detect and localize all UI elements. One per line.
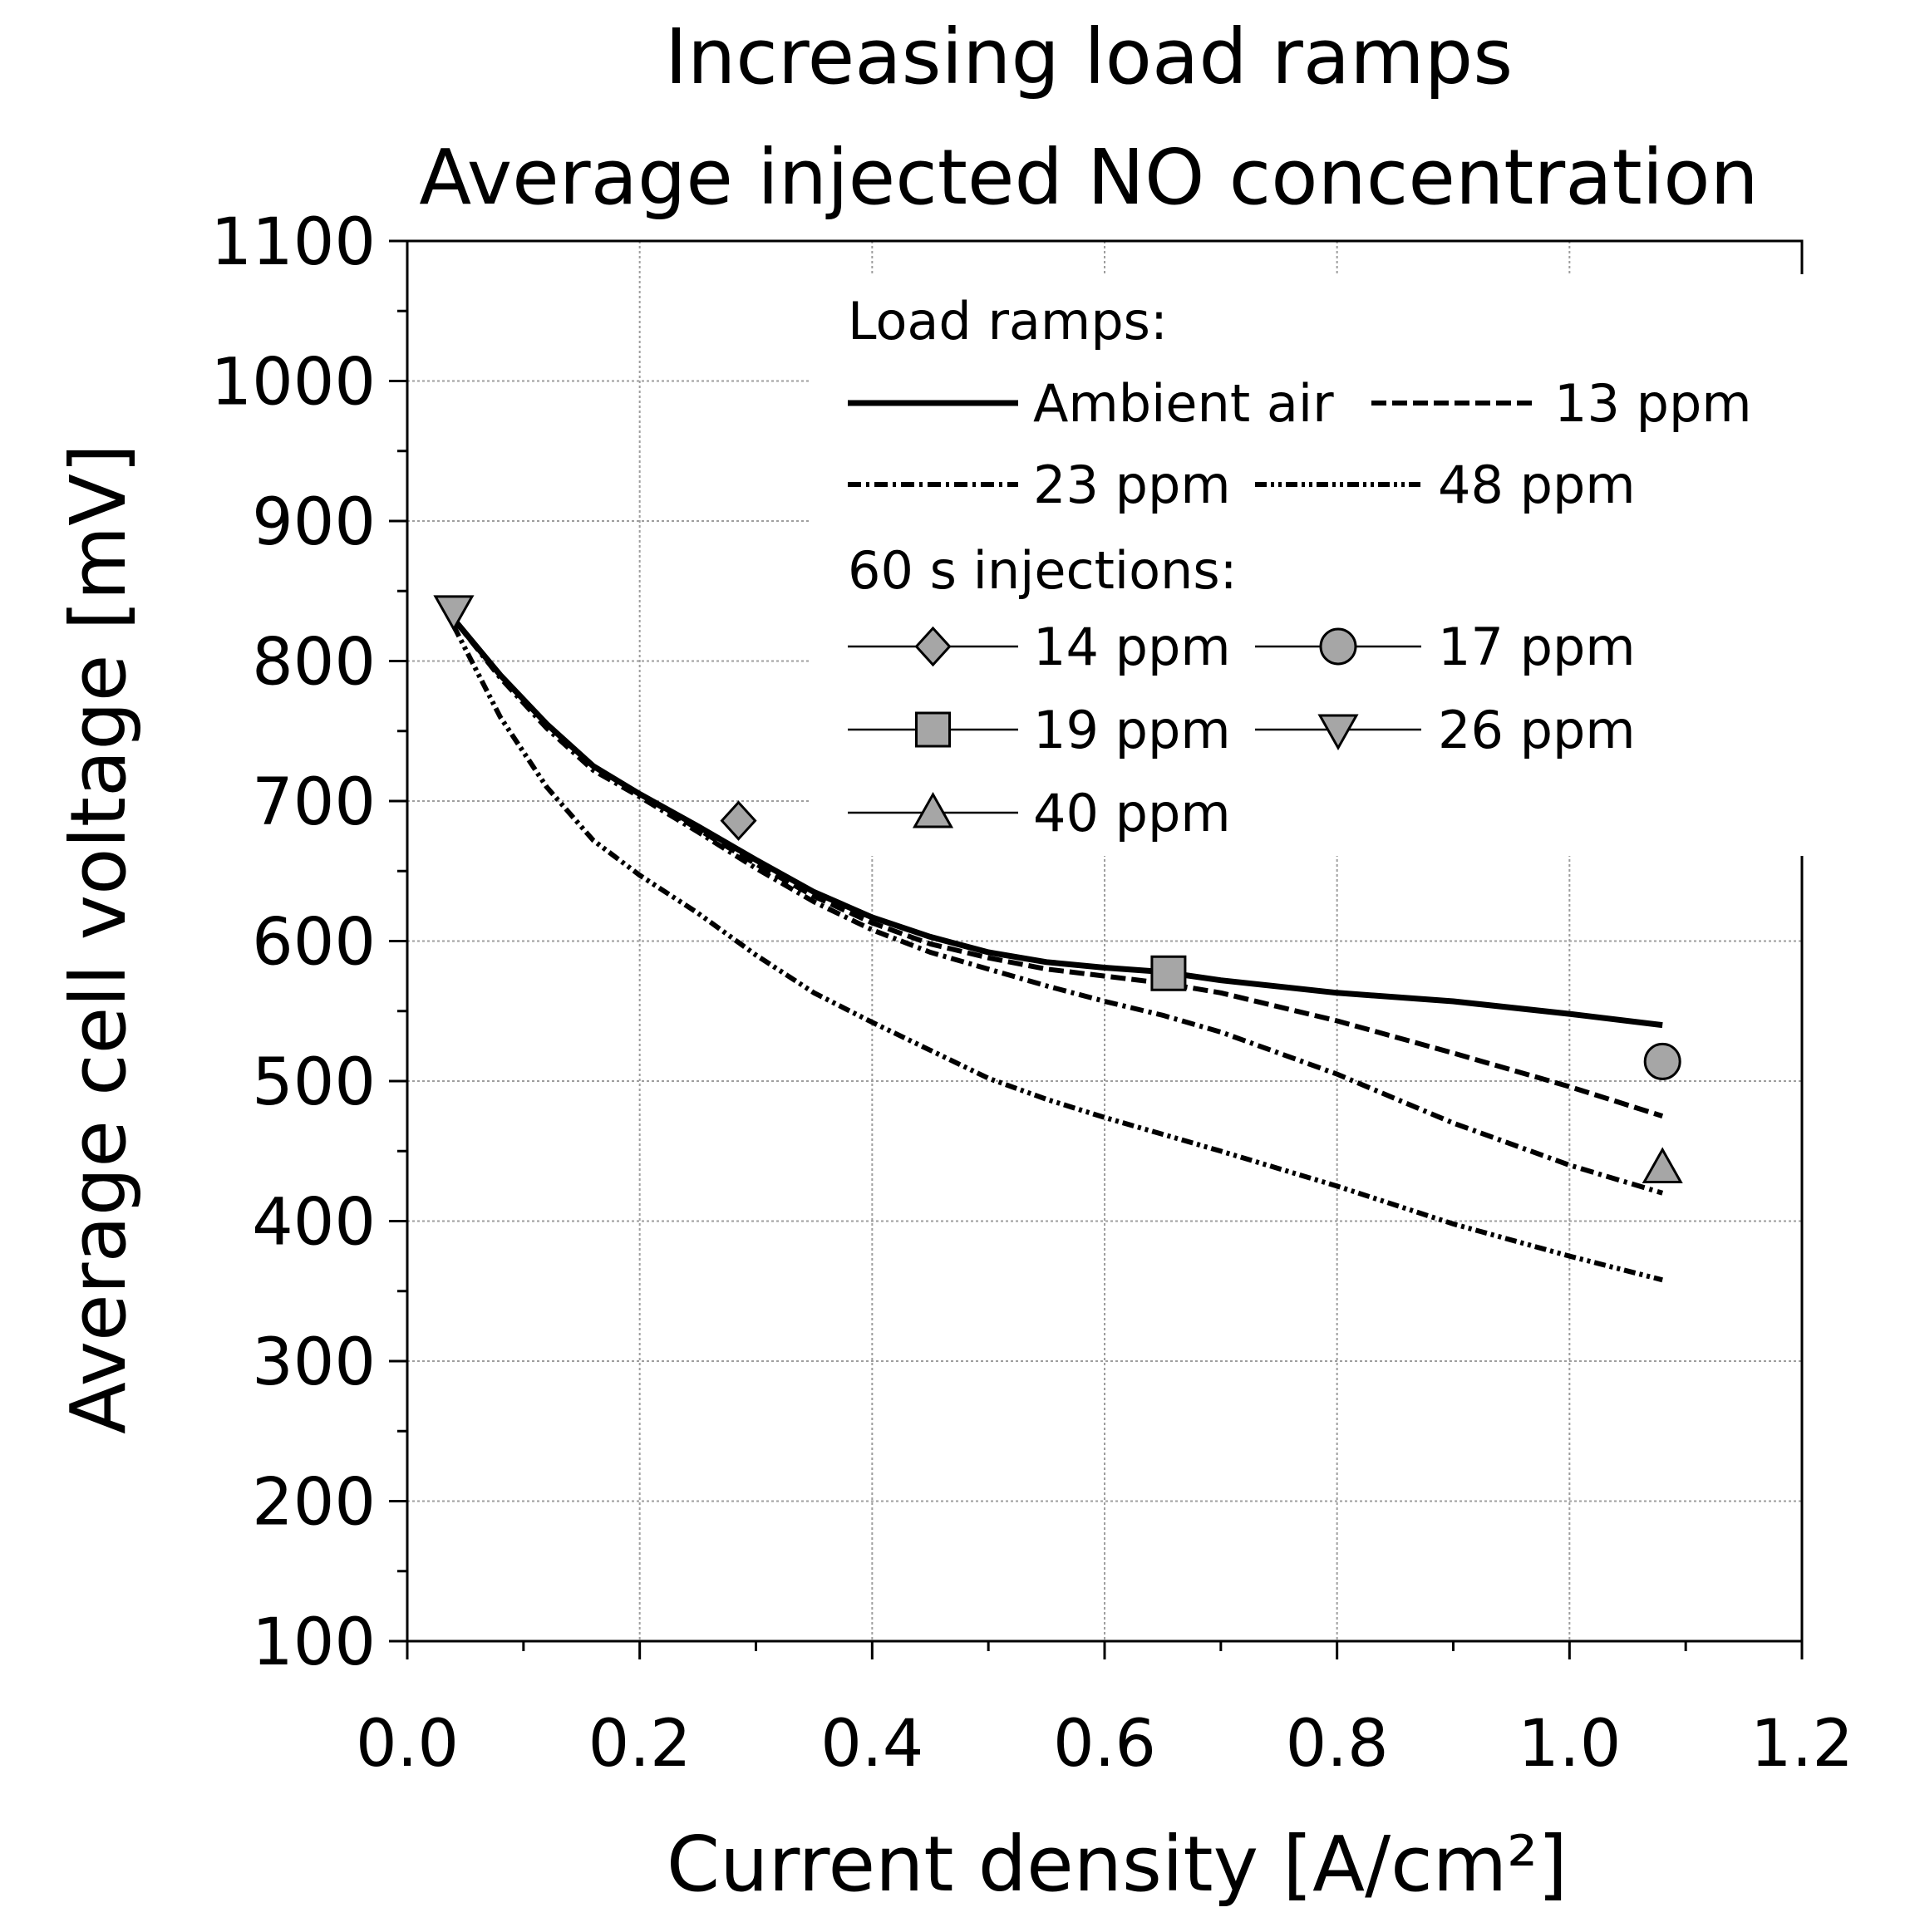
- y-tick-label: 100: [252, 1605, 376, 1680]
- injection-marker-14-ppm: [720, 800, 757, 841]
- series-line-13-ppm: [451, 617, 1664, 1118]
- legend-label: 14 ppm: [1033, 617, 1231, 677]
- legend-heading-injections: 60 s injections:: [848, 540, 1238, 601]
- y-tick-label: 1100: [210, 205, 376, 280]
- legend-background: [810, 274, 1829, 856]
- y-tick-label: 200: [252, 1466, 376, 1541]
- legend-label: 40 ppm: [1033, 783, 1231, 843]
- y-tick-label: 600: [252, 906, 376, 981]
- x-tick-label: 1.0: [1518, 1707, 1621, 1782]
- injection-marker-19-ppm: [1150, 955, 1187, 991]
- legend-marker-14-ppm: [914, 626, 952, 667]
- y-tick-label: 700: [252, 765, 376, 840]
- data-series: [451, 617, 1664, 1283]
- legend-marker-40-ppm: [912, 791, 954, 828]
- legend-marker-19-ppm: [915, 711, 951, 748]
- legend-label: 13 ppm: [1554, 373, 1752, 434]
- legend-label: 26 ppm: [1438, 700, 1636, 760]
- legend: Load ramps: 60 s injections: Ambient air…: [848, 291, 1752, 843]
- injection-markers: [433, 595, 1683, 1183]
- injection-marker-26-ppm: [433, 595, 475, 632]
- x-tick-label: 0.2: [588, 1707, 692, 1782]
- injection-marker-40-ppm: [1642, 1147, 1683, 1183]
- chart-title-line-1: Increasing load ramps: [665, 12, 1513, 101]
- legend-label: 48 ppm: [1438, 455, 1636, 515]
- legend-label: 17 ppm: [1438, 617, 1636, 677]
- y-tick-label: 800: [252, 626, 376, 701]
- x-axis-title: Current density [A/cm²]: [667, 1820, 1568, 1909]
- x-tick-label: 0.6: [1053, 1707, 1156, 1782]
- legend-heading-load-ramps: Load ramps:: [848, 291, 1168, 351]
- legend-label: Ambient air: [1033, 373, 1334, 434]
- series-line-23-ppm: [451, 617, 1664, 1196]
- chart-title-line-2: Average injected NO concentration: [419, 133, 1759, 222]
- axes: 100 200 300 400 500 600 700 800 900 1000 1100 0.0 0.…: [210, 205, 1853, 1782]
- legend-label: 19 ppm: [1033, 700, 1231, 760]
- y-tick-label: 1000: [210, 346, 376, 420]
- y-tick-label: 400: [252, 1186, 376, 1261]
- x-tick-label: 0.0: [356, 1707, 459, 1782]
- injection-marker-17-ppm: [1643, 1042, 1681, 1080]
- series-line-48-ppm: [451, 625, 1663, 1283]
- series-line-ambient-air: [451, 617, 1663, 1029]
- legend-marker-26-ppm: [1317, 714, 1359, 751]
- x-tick-label: 1.2: [1750, 1707, 1853, 1782]
- y-tick-label: 500: [252, 1045, 376, 1120]
- y-tick-label: 900: [252, 485, 376, 560]
- y-axis-title: Average cell voltage [mV]: [54, 444, 143, 1434]
- legend-label: 23 ppm: [1033, 455, 1231, 515]
- x-tick-label: 0.4: [820, 1707, 923, 1782]
- x-tick-label: 0.8: [1286, 1707, 1389, 1782]
- legend-marker-17-ppm: [1319, 627, 1357, 666]
- y-tick-label: 300: [252, 1325, 376, 1400]
